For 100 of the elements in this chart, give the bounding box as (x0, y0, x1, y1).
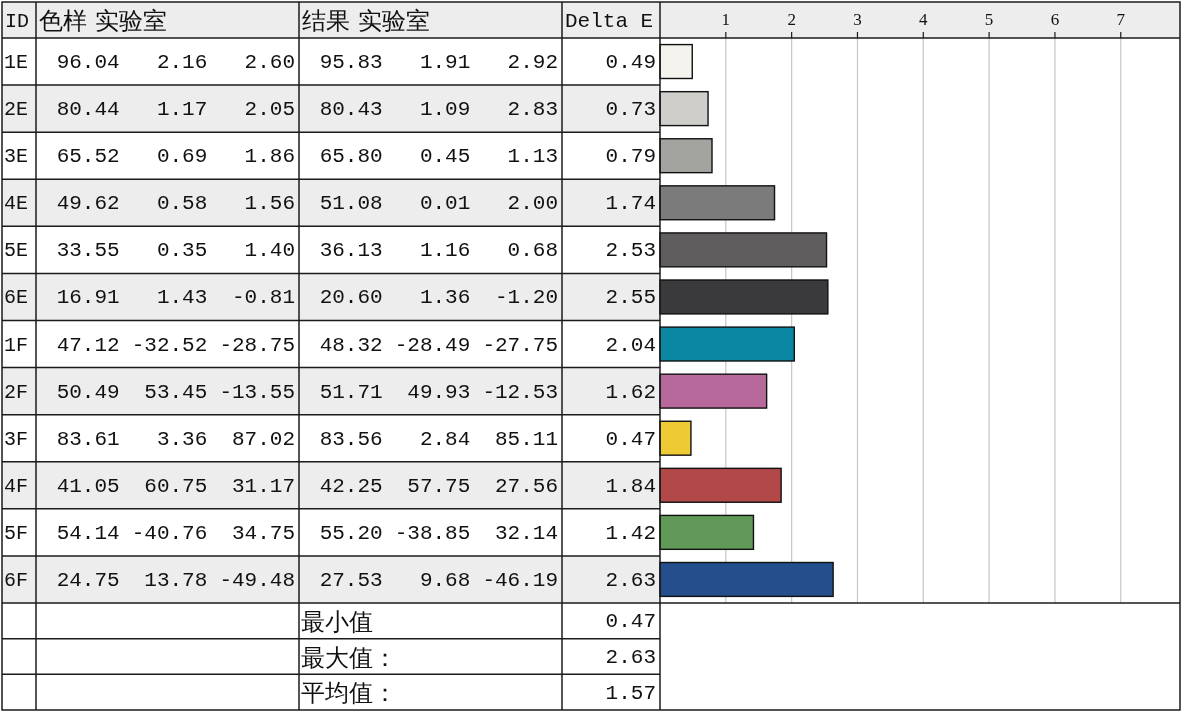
data-label: -13.55 (219, 380, 295, 404)
data-label: 2.83 (507, 98, 558, 122)
text: 最大值： (301, 643, 397, 672)
bar (659, 561, 834, 598)
data-label: -32.52 (131, 333, 208, 357)
data-label: 34.75 (231, 521, 295, 545)
bar (659, 420, 692, 456)
data-label: -28.75 (219, 333, 295, 357)
data-label: 60.75 (144, 474, 208, 498)
x-tick-label: 2 (787, 9, 796, 29)
data-label: -12.53 (482, 380, 558, 404)
data-label: 0.49 (605, 51, 656, 75)
y-tick-label: 1F (4, 333, 29, 357)
x-tick-label: 3 (853, 9, 862, 29)
data-label: 54.14 (56, 521, 120, 545)
data-label: 1.91 (419, 51, 471, 75)
data-label: 3.36 (156, 427, 208, 451)
data-label: 2.04 (605, 333, 656, 357)
bar (659, 185, 776, 221)
x-tick-label: 4 (919, 9, 929, 29)
data-label: 85.11 (494, 427, 558, 451)
data-label: -28.49 (394, 333, 471, 357)
data-label: 2.00 (507, 192, 558, 216)
data-label: 1.56 (244, 192, 295, 216)
y-tick-label: 5F (4, 521, 29, 545)
data-label: 0.69 (156, 145, 208, 169)
bar (659, 279, 829, 315)
data-label: 0.68 (507, 239, 558, 263)
data-label: 1.74 (605, 192, 656, 216)
data-label: 1.42 (605, 521, 656, 545)
data-label: 48.32 (319, 333, 383, 357)
data-label: 42.25 (319, 474, 383, 498)
data-label: 1.40 (244, 239, 295, 263)
bar (659, 43, 693, 80)
data-label: 24.75 (56, 568, 120, 592)
bar (659, 326, 795, 362)
data-label: 1.84 (605, 474, 656, 498)
data-label: -27.75 (482, 333, 558, 357)
data-label: 1.13 (507, 145, 558, 169)
data-label: 33.55 (56, 239, 120, 263)
data-label: 2.16 (156, 51, 208, 75)
x-tick-label: 结果 实验室 (302, 7, 430, 35)
data-label: -49.48 (219, 568, 295, 592)
data-label: 31.17 (231, 474, 295, 498)
data-label: 1.36 (419, 286, 471, 310)
text: 2.63 (605, 646, 656, 669)
data-label: 16.91 (56, 286, 120, 310)
data-label: 27.56 (494, 474, 558, 498)
data-label: 1.16 (419, 239, 471, 263)
x-tick-label: 色样 实验室 (39, 7, 167, 35)
data-label: 47.12 (56, 333, 120, 357)
y-tick-label: 3E (4, 145, 29, 169)
y-tick-label: 2F (4, 380, 29, 404)
data-label: -1.20 (494, 286, 558, 310)
text: 最小值 (301, 607, 373, 636)
data-label: 50.49 (56, 380, 120, 404)
x-tick-label: 7 (1116, 9, 1126, 29)
data-label: 0.47 (605, 427, 656, 451)
data-label: 80.43 (319, 98, 383, 122)
data-label: 65.80 (319, 145, 383, 169)
x-axis-title: Delta E (565, 9, 654, 33)
data-label: 96.04 (56, 51, 120, 75)
bar (659, 467, 782, 503)
data-label: 87.02 (231, 427, 295, 451)
text: 1.57 (605, 681, 656, 705)
y-tick-label: 6F (4, 568, 29, 592)
data-label: 2.05 (244, 98, 295, 122)
data-label: 2.60 (244, 51, 295, 75)
y-axis-title: ID (5, 9, 30, 33)
x-tick-label: 6 (1050, 9, 1060, 29)
text: 0.47 (605, 610, 656, 634)
data-label: 2.63 (605, 568, 656, 592)
y-tick-label: 4F (4, 474, 29, 498)
data-label: 41.05 (56, 474, 120, 498)
data-label: 95.83 (319, 51, 383, 75)
data-label: 51.08 (319, 192, 383, 216)
data-label: -38.85 (394, 521, 471, 545)
bar (659, 373, 768, 409)
y-tick-label: 4E (4, 192, 29, 216)
x-tick-label: 1 (721, 9, 731, 29)
data-label: 0.79 (605, 145, 656, 169)
y-tick-label: 6E (4, 286, 29, 310)
y-tick-label: 3F (4, 427, 29, 451)
data-label: 0.58 (156, 192, 208, 216)
data-label: 1.17 (156, 98, 208, 122)
data-label: 51.71 (319, 380, 383, 404)
data-label: 80.44 (56, 98, 120, 122)
data-label: 27.53 (319, 568, 383, 592)
text: 平均值： (301, 679, 397, 708)
data-label: 20.60 (319, 286, 383, 310)
data-label: 83.56 (319, 427, 383, 451)
data-label: 53.45 (144, 380, 208, 404)
data-label: 2.84 (419, 427, 471, 451)
data-label: 13.78 (144, 568, 208, 592)
bar (659, 90, 709, 127)
bar (659, 232, 828, 268)
data-label: 49.93 (407, 380, 471, 404)
x-tick-label: 5 (984, 9, 994, 29)
data-label: 2.55 (605, 286, 656, 310)
data-label: 65.52 (56, 145, 120, 169)
